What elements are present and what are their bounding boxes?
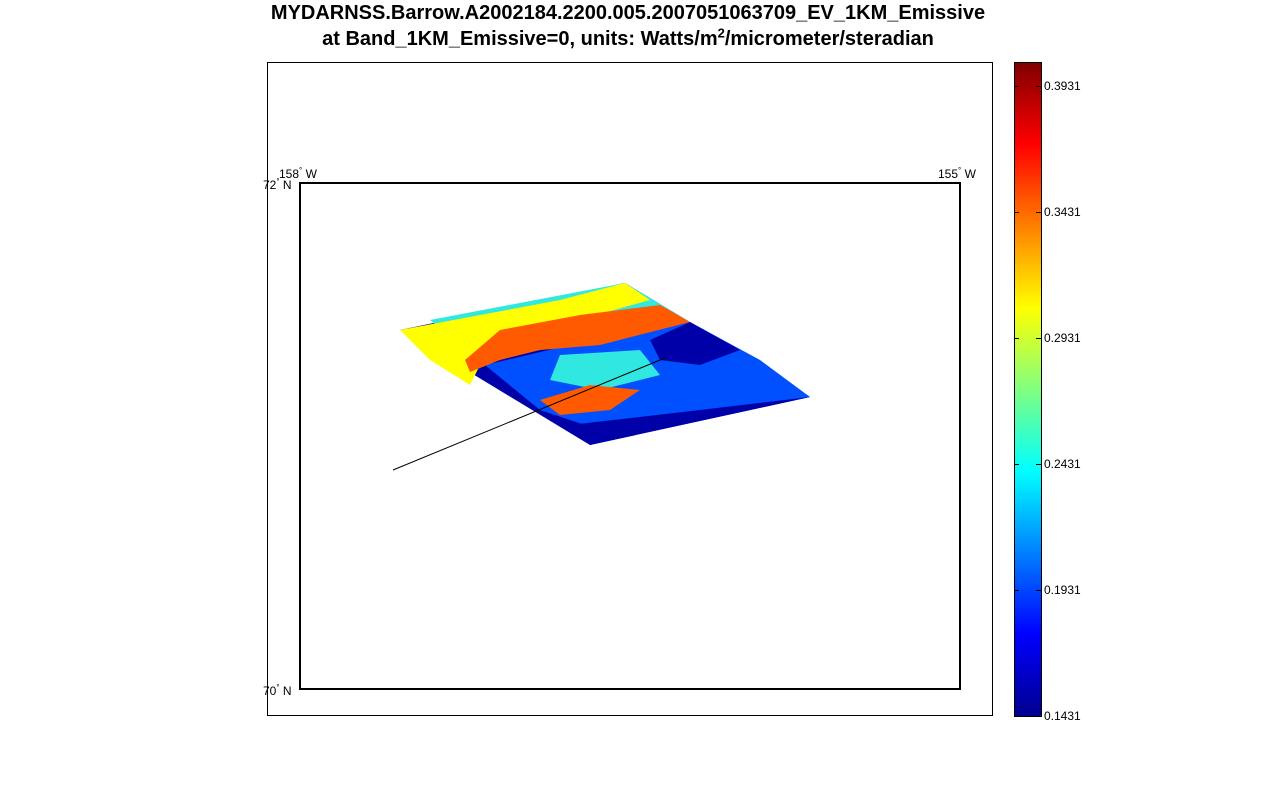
colorbar-tick-label: 0.2931 [1044,331,1081,346]
colorbar-tick-left [1014,464,1019,466]
lat-top-degree: ° [276,177,280,186]
colorbar-tick-left [1014,590,1019,592]
colorbar-tick-left [1014,338,1019,340]
lat-label-bottom: 70° N [263,683,292,698]
swath-dark-blue-region [570,397,810,445]
coastline [392,357,666,471]
swath-dark-blue-region-2 [650,322,740,365]
swath-orange-region [465,305,690,372]
colorbar-tick-label: 0.3431 [1044,205,1081,220]
chart-subtitle: at Band_1KM_Emissive=0, units: Watts/m2/… [0,25,1256,51]
lat-top-suffix: N [282,178,292,192]
lat-value-bottom: 70 [263,684,277,698]
colorbar-tick-left [1014,212,1019,214]
lon-value-left: 158 [279,167,300,181]
colorbar-tick-right [1036,338,1041,340]
colorbar-tick-right [1036,716,1041,717]
swath-cyan-patch [550,350,660,390]
chart-title: MYDARNSS.Barrow.A2002184.2200.005.200705… [270,2,986,24]
lon-label-left: 158° W [279,166,317,181]
colorbar-tick-label: 0.1931 [1044,583,1081,598]
colorbar [1014,62,1042,717]
lon-left-suffix: W [305,167,317,181]
swath-orange-patch [540,385,640,415]
lat-value-top: 72 [263,178,277,192]
lon-label-right: 155° W [938,166,976,181]
colorbar-tick-right [1036,590,1041,592]
lat-bottom-degree: ° [276,683,280,692]
subtitle-prefix: at Band_1KM_Emissive=0, units: Watts/m [322,28,718,50]
lat-bottom-suffix: N [282,684,292,698]
colorbar-tick-right [1036,86,1041,88]
lon-right-suffix: W [964,167,976,181]
colorbar-tick-left [1014,86,1019,88]
lon-right-degree: ° [958,166,962,175]
colorbar-tick-right [1036,212,1041,214]
lat-label-top: 72° N [263,177,292,192]
colorbar-tick-right [1036,464,1041,466]
colorbar-tick-label: 0.2431 [1044,457,1081,472]
subtitle-superscript: 2 [717,25,725,41]
lon-value-right: 155 [938,167,959,181]
colorbar-tick-label: 0.3931 [1044,79,1081,94]
colorbar-tick-label: 0.1431 [1044,709,1081,723]
colorbar-tick-left [1014,716,1019,717]
lon-left-degree: ° [299,166,303,175]
subtitle-suffix: /micrometer/steradian [724,28,934,50]
